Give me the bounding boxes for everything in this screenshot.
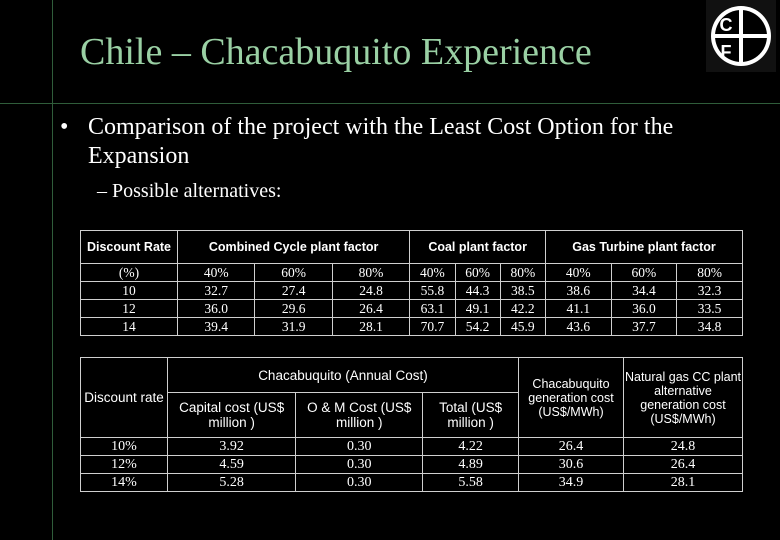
header-combined-cycle: Combined Cycle plant factor: [176, 230, 411, 264]
table-cell: 10: [80, 281, 178, 300]
table-cell: 29.6: [254, 299, 333, 318]
svg-text:C: C: [720, 15, 733, 35]
table-cell: (%): [80, 263, 178, 282]
table-cell: 0.30: [295, 437, 424, 456]
table-row: 12% 4.59 0.30 4.89 30.6 26.4: [80, 455, 743, 474]
table-row: 14 39.4 31.9 28.1 70.7 54.2 45.9 43.6 37…: [80, 317, 743, 336]
header-annual-cost: Chacabuquito (Annual Cost): [167, 357, 519, 393]
table-cell: 43.6: [544, 317, 612, 336]
table-cell: 80%: [499, 263, 546, 282]
table-cell: 14: [80, 317, 178, 336]
table-cell: 4.22: [422, 437, 519, 456]
table-cell: 54.2: [454, 317, 501, 336]
table-cell: 36.0: [176, 299, 256, 318]
table-cell: 4.59: [166, 455, 297, 474]
cf-logo-icon: C F: [706, 0, 776, 72]
table-cell: 49.1: [454, 299, 501, 318]
table-cell: 36.0: [610, 299, 678, 318]
table-cell: 12%: [80, 455, 168, 474]
table-cell: 14%: [80, 473, 168, 492]
table-cell: 33.5: [676, 299, 743, 318]
table-cell: 28.1: [623, 473, 743, 492]
table-cell: 70.7: [409, 317, 456, 336]
table-cell: 37.7: [610, 317, 678, 336]
table-cell: 30.6: [518, 455, 624, 474]
table-cell: 60%: [454, 263, 501, 282]
table-row: 10% 3.92 0.30 4.22 26.4 24.8: [80, 437, 743, 456]
bullet-dot: •: [60, 114, 69, 140]
table-cell: 39.4: [176, 317, 256, 336]
plant-factor-table: Discount Rate Combined Cycle plant facto…: [80, 230, 744, 336]
table-cell: 4.89: [422, 455, 519, 474]
table-row: 14% 5.28 0.30 5.58 34.9 28.1: [80, 473, 743, 492]
table-cell: 34.8: [676, 317, 743, 336]
table-cell: 24.8: [331, 281, 411, 300]
table-cell: 38.6: [544, 281, 612, 300]
annual-cost-table: Discount rate Chacabuquito (Annual Cost)…: [80, 357, 743, 492]
table-cell: 40%: [409, 263, 456, 282]
table-cell: 3.92: [166, 437, 297, 456]
table-cell: 28.1: [331, 317, 411, 336]
table-cell: 26.4: [518, 437, 624, 456]
header-capital-cost: Capital cost (US$ million ): [166, 392, 297, 438]
table-cell: 40%: [176, 263, 256, 282]
table-cell: 45.9: [499, 317, 546, 336]
table-cell: 34.9: [518, 473, 624, 492]
table-row: 12 36.0 29.6 26.4 63.1 49.1 42.2 41.1 36…: [80, 299, 743, 318]
table-cell: 40%: [544, 263, 612, 282]
table-cell: 42.2: [499, 299, 546, 318]
table-cell: 80%: [676, 263, 743, 282]
table-row: 10 32.7 27.4 24.8 55.8 44.3 38.5 38.6 34…: [80, 281, 743, 300]
table-cell: 26.4: [623, 455, 743, 474]
header-gas-cc-cost: Natural gas CC plant alternative generat…: [623, 357, 743, 438]
table-cell: 26.4: [331, 299, 411, 318]
table-cell: 5.58: [422, 473, 519, 492]
bullet-text: Comparison of the project with the Least…: [88, 114, 674, 169]
table-cell: 32.7: [176, 281, 256, 300]
table-cell: 31.9: [254, 317, 333, 336]
table-cell: 0.30: [295, 473, 424, 492]
sub-bullet: – Possible alternatives:: [97, 180, 282, 202]
table-cell: 44.3: [454, 281, 501, 300]
slide-title: Chile – Chacabuquito Experience: [80, 31, 592, 73]
svg-text:F: F: [721, 42, 732, 62]
header-generation-cost: Chacabuquito generation cost (US$/MWh): [518, 357, 624, 438]
table-cell: 0.30: [295, 455, 424, 474]
header-gas-turbine: Gas Turbine plant factor: [544, 230, 744, 264]
header-discount-rate: Discount Rate: [80, 230, 178, 264]
table-cell: 55.8: [409, 281, 456, 300]
table-cell: 60%: [610, 263, 678, 282]
table-cell: 5.28: [166, 473, 297, 492]
table-cell: 34.4: [610, 281, 678, 300]
table-cell: 27.4: [254, 281, 333, 300]
table-cell: 41.1: [544, 299, 612, 318]
table-cell: 80%: [331, 263, 411, 282]
table-cell: 32.3: [676, 281, 743, 300]
table-cell: 12: [80, 299, 178, 318]
table-cell: 63.1: [409, 299, 456, 318]
table-cell: 10%: [80, 437, 168, 456]
table-row: (%) 40% 60% 80% 40% 60% 80% 40% 60% 80%: [80, 263, 743, 282]
table-cell: 24.8: [623, 437, 743, 456]
table-cell: 60%: [254, 263, 333, 282]
table-cell: 38.5: [499, 281, 546, 300]
header-coal: Coal plant factor: [409, 230, 546, 264]
header-om-cost: O & M Cost (US$ million ): [295, 392, 424, 438]
header-total: Total (US$ million ): [422, 392, 519, 438]
header-discount-rate: Discount rate: [80, 357, 168, 438]
vertical-rule: [52, 0, 53, 540]
horizontal-rule: [0, 103, 780, 104]
